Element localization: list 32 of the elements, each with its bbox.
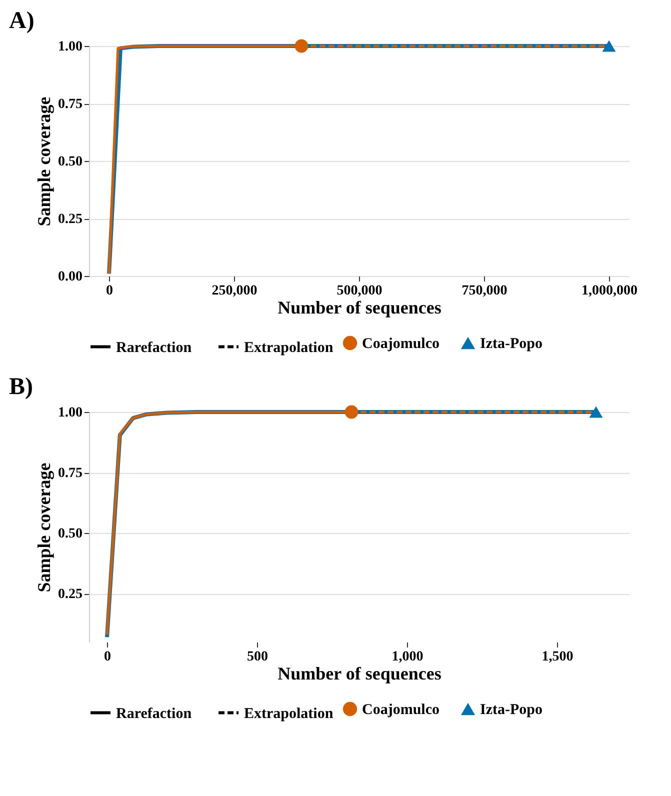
chart-title: A) <box>9 8 34 34</box>
legend-label: Coajomulco <box>362 702 440 718</box>
y-tick-label: 0.50 <box>58 526 82 542</box>
y-tick-label: 0.25 <box>58 587 82 602</box>
y-tick-label: 0.00 <box>58 270 82 284</box>
chart-title: B) <box>9 374 33 400</box>
y-tick-label: 0.75 <box>58 466 82 482</box>
legend-label: Coajomulco <box>362 336 440 352</box>
y-tick-label: 1.00 <box>58 406 82 420</box>
text: Extrapolation <box>244 706 334 722</box>
y-tick-label: 0.75 <box>58 97 82 112</box>
x-tick-label: 500 <box>247 650 268 664</box>
legend-label: Izta-Popo <box>480 702 542 718</box>
x-tick-label: 1,500 <box>542 650 574 664</box>
y-tick-label: 0.25 <box>58 212 82 227</box>
x-tick-label: 1,000 <box>392 650 424 664</box>
x-tick-label: 0 <box>104 650 111 664</box>
x-tick-label: 250,000 <box>212 284 258 298</box>
x-axis-title: Number of sequences <box>278 298 442 318</box>
y-tick-label: 0.50 <box>58 154 82 170</box>
y-axis-title: Sample coverage <box>34 462 54 592</box>
y-axis-title: Sample coverage <box>34 96 54 226</box>
x-tick-label: 0 <box>106 284 113 298</box>
text: Rarefaction <box>116 340 192 356</box>
y-tick-label: 1.00 <box>58 40 82 54</box>
x-tick-label: 1,000,000 <box>582 284 638 298</box>
x-tick-label: 750,000 <box>462 284 508 298</box>
legend-label: Izta-Popo <box>480 336 542 352</box>
x-tick-label: 500,000 <box>336 284 382 298</box>
text: Extrapolation <box>244 340 334 356</box>
text: Rarefaction <box>116 706 192 722</box>
x-axis-title: Number of sequences <box>278 664 442 684</box>
